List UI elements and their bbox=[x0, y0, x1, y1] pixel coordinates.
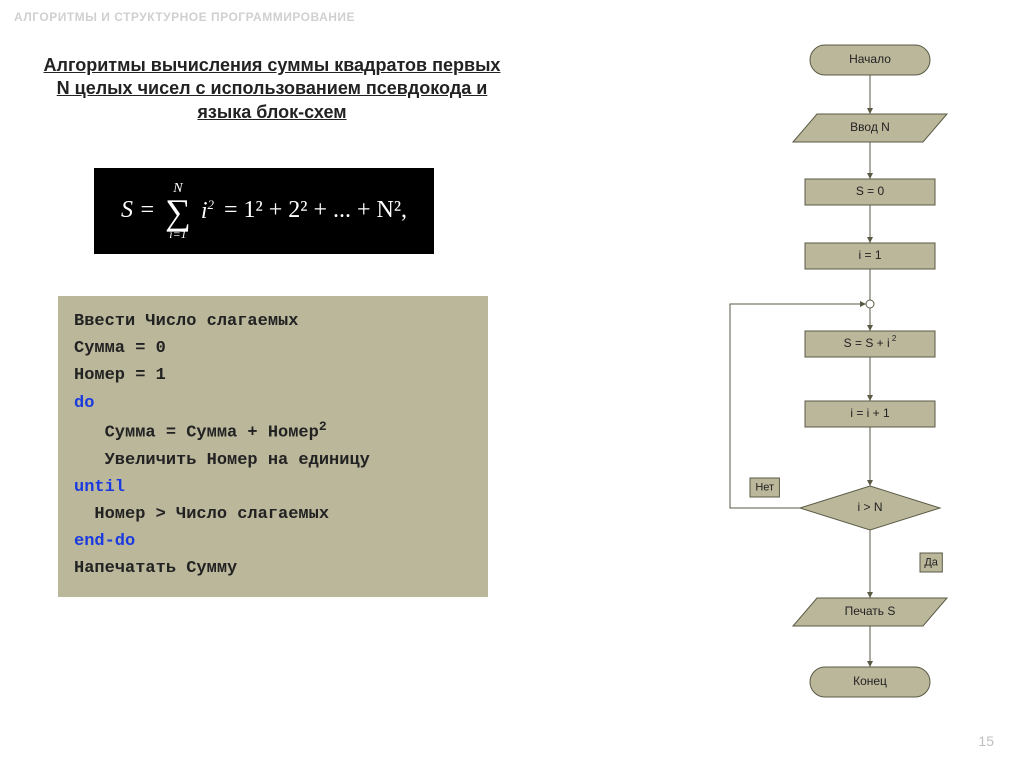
svg-text:i = 1: i = 1 bbox=[858, 248, 881, 262]
svg-text:i > N: i > N bbox=[857, 500, 882, 514]
flowchart-diagram: Начало Ввод N S = 0 i = 1 S = S + i 2 i = i +… bbox=[700, 38, 1020, 758]
page-header: АЛГОРИТМЫ И СТРУКТУРНОЕ ПРОГРАММИРОВАНИЕ bbox=[14, 10, 355, 24]
pseudo-line: Номер = 1 bbox=[74, 362, 472, 389]
page-title: Алгоритмы вычисления суммы квадратов пер… bbox=[42, 54, 502, 124]
pseudo-line: do bbox=[74, 390, 472, 417]
svg-text:Начало: Начало bbox=[849, 52, 891, 66]
svg-text:i = i + 1: i = i + 1 bbox=[850, 406, 890, 420]
svg-text:S = 0: S = 0 bbox=[856, 184, 885, 198]
pseudo-line: Номер > Число слагаемых bbox=[74, 501, 472, 528]
pseudo-line: Ввести Число слагаемых bbox=[74, 308, 472, 335]
formula-block: S = N ∑ i=1 i2 = 1² + 2² + ... + N², bbox=[94, 168, 434, 254]
svg-text:S = S + i 2: S = S + i 2 bbox=[844, 334, 897, 350]
svg-text:Ввод N: Ввод N bbox=[850, 120, 890, 134]
formula-lhs: S bbox=[121, 197, 133, 224]
svg-text:Печать S: Печать S bbox=[845, 604, 896, 618]
pseudo-line: Напечатать Сумму bbox=[74, 555, 472, 582]
svg-text:Конец: Конец bbox=[853, 674, 887, 688]
pseudocode-block: Ввести Число слагаемых Сумма = 0 Номер =… bbox=[58, 296, 488, 597]
pseudo-line: until bbox=[74, 474, 472, 501]
sigma-icon: N ∑ i=1 bbox=[165, 182, 191, 240]
page-number: 15 bbox=[978, 733, 994, 749]
pseudo-line: end-do bbox=[74, 528, 472, 555]
svg-text:Да: Да bbox=[924, 556, 938, 568]
svg-text:Нет: Нет bbox=[755, 481, 774, 493]
pseudo-line: Сумма = Сумма + Номер2 bbox=[74, 417, 472, 447]
formula-rhs: = 1² + 2² + ... + N², bbox=[224, 197, 407, 224]
pseudo-line: Сумма = 0 bbox=[74, 335, 472, 362]
pseudo-line: Увеличить Номер на единицу bbox=[74, 447, 472, 474]
